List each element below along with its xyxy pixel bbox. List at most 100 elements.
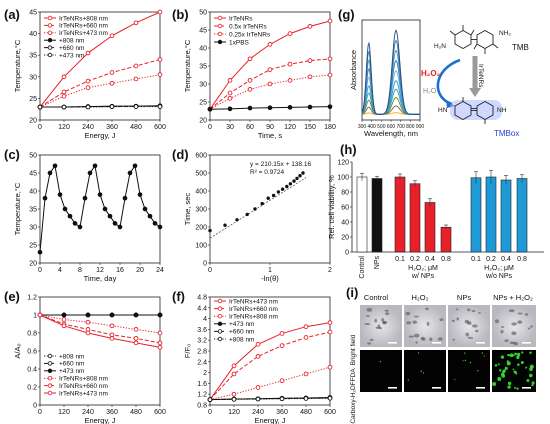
data-point xyxy=(37,312,43,318)
data-point xyxy=(107,213,113,219)
x-axis-label: Energy, J xyxy=(84,131,115,140)
x-tick-label: 480 xyxy=(300,409,312,416)
fluorescent-cell xyxy=(507,381,512,386)
y-tick-label: 45 xyxy=(199,28,207,35)
series-line xyxy=(39,59,161,108)
data-point xyxy=(85,312,91,318)
bar xyxy=(516,178,528,253)
x-tick-label: 600 xyxy=(154,409,166,416)
data-point xyxy=(327,395,333,401)
y-tick-label: 2 xyxy=(203,370,207,377)
chart-panel-a: 20 25 30 35 40 45 0 120 240 360 480 600 Energy, J Tem… xyxy=(13,10,166,141)
x-tick-label: 12 xyxy=(96,267,104,274)
category-label: 0.4 xyxy=(425,256,435,263)
tmbox-molecule-icon xyxy=(454,97,494,124)
cell-shape xyxy=(405,311,411,316)
y-tick-label: 1.2 xyxy=(197,392,207,399)
data-point xyxy=(327,320,333,325)
micro-col-nps-h2o2: NPs + H₂O₂ xyxy=(493,293,533,302)
fluorescent-cell xyxy=(499,369,502,372)
series-line xyxy=(39,11,161,108)
data-point xyxy=(77,224,83,230)
panel-label-c: (c) xyxy=(4,147,20,162)
y-axis-label: Rel. cell viability, % xyxy=(327,175,336,239)
series-line xyxy=(209,331,331,400)
y-axis-label: Temperature,°C xyxy=(13,182,22,235)
y-tick-label: 30 xyxy=(29,74,37,81)
category-label: 0.4 xyxy=(501,256,511,263)
y-tick-label: 3.2 xyxy=(197,338,207,345)
y-tick-label: 4.4 xyxy=(197,305,207,312)
x-tick-label: 600 xyxy=(154,124,166,131)
x-axis-label: Energy, J xyxy=(254,416,285,424)
data-point xyxy=(87,170,93,176)
cell-shape xyxy=(413,333,420,338)
y-tick-label: 45 xyxy=(29,10,37,17)
legend-label: IrTeNRs+808 nm xyxy=(59,376,108,383)
legend-label: +660 nm xyxy=(59,361,84,368)
data-point xyxy=(280,187,285,191)
cell-shape xyxy=(437,337,443,341)
panel-label-h: (h) xyxy=(340,142,357,157)
data-point xyxy=(109,80,115,86)
x-tick-label: 0 xyxy=(208,409,212,416)
data-point xyxy=(147,213,153,219)
data-point xyxy=(61,104,67,110)
y-tick-label: 4 xyxy=(203,316,207,323)
y-tick-label: 4.8 xyxy=(197,295,207,302)
category-label: 0.1 xyxy=(395,256,405,263)
y-axis-label: F/F₀ xyxy=(183,344,192,358)
cell-shape xyxy=(364,322,371,326)
x-tick-label: 240 xyxy=(82,409,94,416)
data-point xyxy=(255,354,261,359)
y-tick-label: 20 xyxy=(199,118,207,125)
series-line xyxy=(209,322,331,400)
cell-shape xyxy=(415,341,418,344)
scale-bar xyxy=(476,387,485,389)
fluorescent-cell xyxy=(526,379,530,383)
fluorescent-cell xyxy=(531,381,535,385)
micro-col-nps: NPs xyxy=(457,293,471,302)
data-point xyxy=(109,104,115,109)
legend-marker-icon xyxy=(47,390,53,396)
cell-shape xyxy=(374,318,378,323)
fluorescent-cell xyxy=(525,366,528,369)
fluorescent-cell xyxy=(497,376,502,381)
data-point xyxy=(287,78,293,83)
fluorescent-cell xyxy=(420,370,422,373)
data-point xyxy=(303,371,309,377)
cell-shape xyxy=(517,320,523,324)
plot-frame xyxy=(39,11,161,121)
x-tick-label: 240 xyxy=(252,409,264,416)
bar xyxy=(424,202,436,253)
data-point xyxy=(279,378,285,384)
trend-line xyxy=(209,177,307,239)
fluorescent-cell xyxy=(514,386,517,389)
y-tick-label: 45 xyxy=(29,171,37,178)
h2o-label: H₂O xyxy=(423,88,437,95)
data-point xyxy=(85,78,91,84)
cell-shape xyxy=(413,315,420,318)
cell-shape xyxy=(524,313,529,316)
data-point xyxy=(157,104,163,109)
y-tick-label: 20 xyxy=(341,235,349,242)
fluorescent-cell xyxy=(469,361,472,364)
r-squared: R² = 0.9724 xyxy=(250,169,285,176)
category-label: NPs xyxy=(374,256,381,270)
y-tick-label: 2.8 xyxy=(197,349,207,356)
micro-col-h2o2: H₂O₂ xyxy=(411,293,428,302)
x-tick-label: 0 xyxy=(208,267,212,274)
brightfield-image xyxy=(448,305,490,347)
x-axis-label: Wavelength, nm xyxy=(364,129,418,138)
legend-label: +808 nm xyxy=(59,38,84,45)
x-axis-label: Time, s xyxy=(258,131,283,140)
y-axis-label: A/A₀ xyxy=(13,343,22,358)
x-tick-label: 180 xyxy=(324,124,336,131)
fluorescent-cell xyxy=(497,363,500,366)
x-tick-label: 240 xyxy=(82,124,94,131)
fluorescent-cell xyxy=(481,352,484,354)
chart-panel-f: 0.8 1.2 1.6 2 2.4 2.8 3.2 3.6 4 4.4 4.8 0 120 240 360 4… xyxy=(183,295,336,424)
fluorescent-cell xyxy=(500,355,505,359)
data-point xyxy=(85,330,91,336)
